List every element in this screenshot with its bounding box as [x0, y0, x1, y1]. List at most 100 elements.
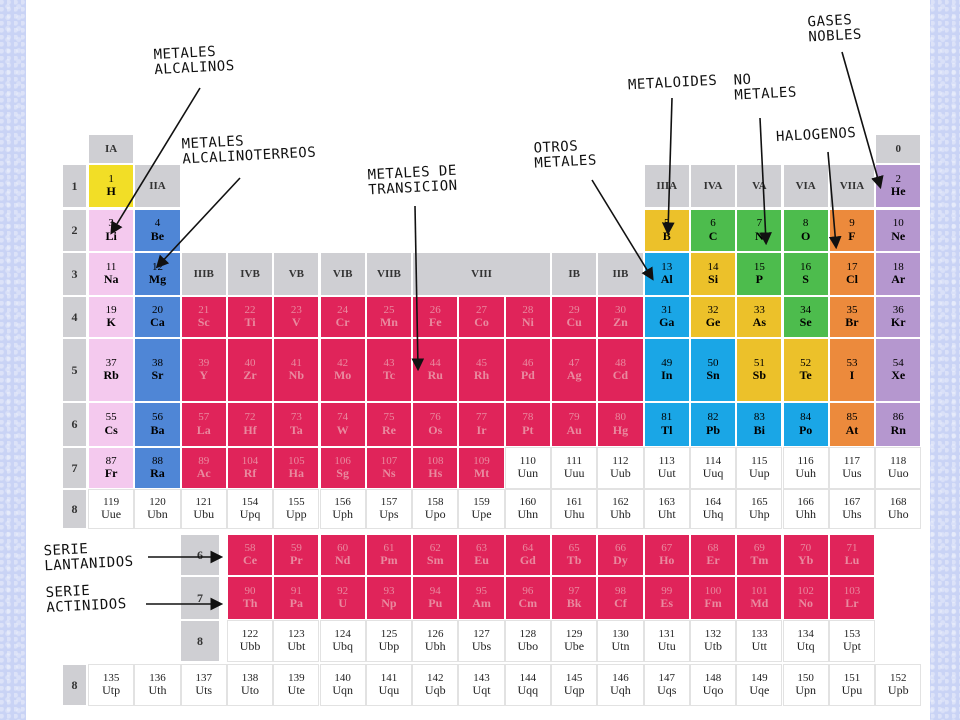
element-symbol: Ubu — [193, 507, 215, 522]
atomic-number: 68 — [707, 541, 719, 554]
atomic-number: 45 — [476, 356, 488, 369]
element-pd: 46 Pd — [504, 338, 551, 402]
element-symbol: Tl — [661, 422, 673, 437]
atomic-number: 59 — [290, 541, 302, 554]
element-symbol: Lu — [844, 553, 860, 568]
atomic-number: 15 — [753, 260, 765, 273]
atomic-number: 48 — [614, 356, 626, 369]
atomic-number: 82 — [707, 411, 719, 424]
element-uuh: 116 Uuh — [782, 447, 829, 489]
element-uuo: 118 Uuo — [875, 447, 922, 489]
atomic-number: 112 — [612, 454, 629, 467]
atomic-number: 111 — [566, 454, 582, 467]
element-kr: 36 Kr — [875, 296, 922, 338]
element-symbol: Mo — [333, 368, 352, 383]
atomic-number: 62 — [429, 541, 441, 554]
element-ir: 77 Ir — [458, 402, 505, 447]
element-symbol: Mt — [473, 466, 490, 481]
element-tm: 69 Tm — [736, 534, 783, 576]
element-symbol: Uuo — [887, 466, 909, 481]
element-es: 99 Es — [643, 576, 690, 620]
element-uqp: 145 Uqp — [551, 664, 598, 706]
element-symbol: Si — [708, 272, 719, 287]
element-symbol: Uuh — [795, 466, 816, 481]
atomic-number: 107 — [380, 454, 398, 467]
element-upb: 152 Upb — [875, 664, 922, 706]
atomic-number: 52 — [800, 356, 812, 369]
element-pm: 61 Pm — [365, 534, 413, 576]
atomic-number: 155 — [288, 495, 305, 508]
atomic-number: 108 — [426, 454, 444, 467]
label-metales-transicion: METALES DE TRANSICION — [367, 162, 459, 199]
element-ce: 58 Ce — [226, 534, 274, 576]
element-symbol: Uph — [332, 507, 353, 522]
label-serie-lantanidos: SERIE LANTANIDOS — [43, 541, 135, 575]
atomic-number: 167 — [843, 495, 861, 508]
period-label-5: 5 — [62, 338, 87, 402]
element-cf: 98 Cf — [597, 576, 644, 620]
element-symbol: Cs — [104, 422, 118, 437]
group-header-ib: IB — [551, 252, 598, 296]
element-symbol: Uhn — [517, 507, 539, 522]
atomic-number: 18 — [892, 260, 904, 273]
element-symbol: Fr — [104, 466, 118, 481]
atomic-number: 31 — [661, 303, 673, 316]
element-symbol: Cf — [614, 596, 627, 611]
atomic-number: 29 — [568, 303, 580, 316]
element-xe: 54 Xe — [875, 338, 922, 402]
element-ne: 10 Ne — [875, 209, 922, 252]
atomic-number: 139 — [288, 671, 305, 684]
element-symbol: Cd — [612, 368, 629, 383]
element-symbol: Kr — [890, 315, 906, 330]
atomic-number: 122 — [241, 627, 259, 640]
group-header-via: VIA — [782, 164, 829, 208]
element-upo: 158 Upo — [412, 489, 459, 529]
element-symbol: Fm — [704, 596, 722, 611]
atomic-number: 162 — [612, 495, 629, 508]
element-symbol: Os — [428, 422, 443, 437]
atomic-number: 124 — [334, 627, 351, 640]
element-symbol: Uho — [887, 507, 909, 522]
element-uhb: 162 Uhb — [597, 489, 644, 529]
atomic-number: 150 — [797, 671, 814, 684]
element-uhp: 165 Uhp — [736, 489, 783, 529]
group-header-iva: IVA — [689, 164, 737, 208]
element-au: 79 Au — [551, 402, 598, 447]
element-re: 75 Re — [365, 402, 413, 447]
element-symbol: Upq — [239, 507, 261, 522]
element-symbol: Upn — [795, 683, 816, 698]
atomic-number: 110 — [519, 454, 536, 467]
element-symbol: No — [798, 596, 813, 611]
group-header-iib: IIB — [597, 252, 644, 296]
element-upt: 153 Upt — [828, 620, 876, 662]
label-no-metales: NO METALES — [733, 71, 798, 105]
atomic-number: 16 — [800, 260, 812, 273]
element-ubh: 126 Ubh — [412, 620, 459, 662]
element-la: 57 La — [180, 402, 227, 447]
element-symbol: In — [661, 368, 673, 383]
series-row-label-7: 7 — [180, 576, 220, 620]
group-header-viii: VIII — [412, 252, 551, 296]
element-symbol: Lr — [845, 596, 859, 611]
atomic-number: 36 — [892, 303, 904, 316]
atomic-number: 30 — [614, 303, 626, 316]
element-symbol: Ubq — [332, 639, 353, 654]
element-symbol: Gd — [519, 553, 536, 568]
atomic-number: 129 — [565, 627, 583, 640]
element-ar: 18 Ar — [875, 252, 922, 296]
atomic-number: 70 — [800, 541, 812, 554]
element-ho: 67 Ho — [643, 534, 690, 576]
element-symbol: U — [338, 596, 347, 611]
element-ba: 56 Ba — [134, 402, 181, 447]
element-symbol: Re — [381, 422, 396, 437]
atomic-number: 44 — [429, 356, 441, 369]
element-uqq: 144 Uqq — [504, 664, 551, 706]
element-fm: 100 Fm — [689, 576, 737, 620]
label-gases-nobles: GASES NOBLES — [807, 12, 863, 46]
atomic-number: 64 — [522, 541, 534, 554]
element-uuu: 111 Uuu — [551, 447, 598, 489]
element-symbol: F — [848, 228, 856, 243]
element-symbol: Hf — [243, 422, 257, 437]
atomic-number: 156 — [334, 495, 351, 508]
atomic-number: 126 — [426, 627, 444, 640]
